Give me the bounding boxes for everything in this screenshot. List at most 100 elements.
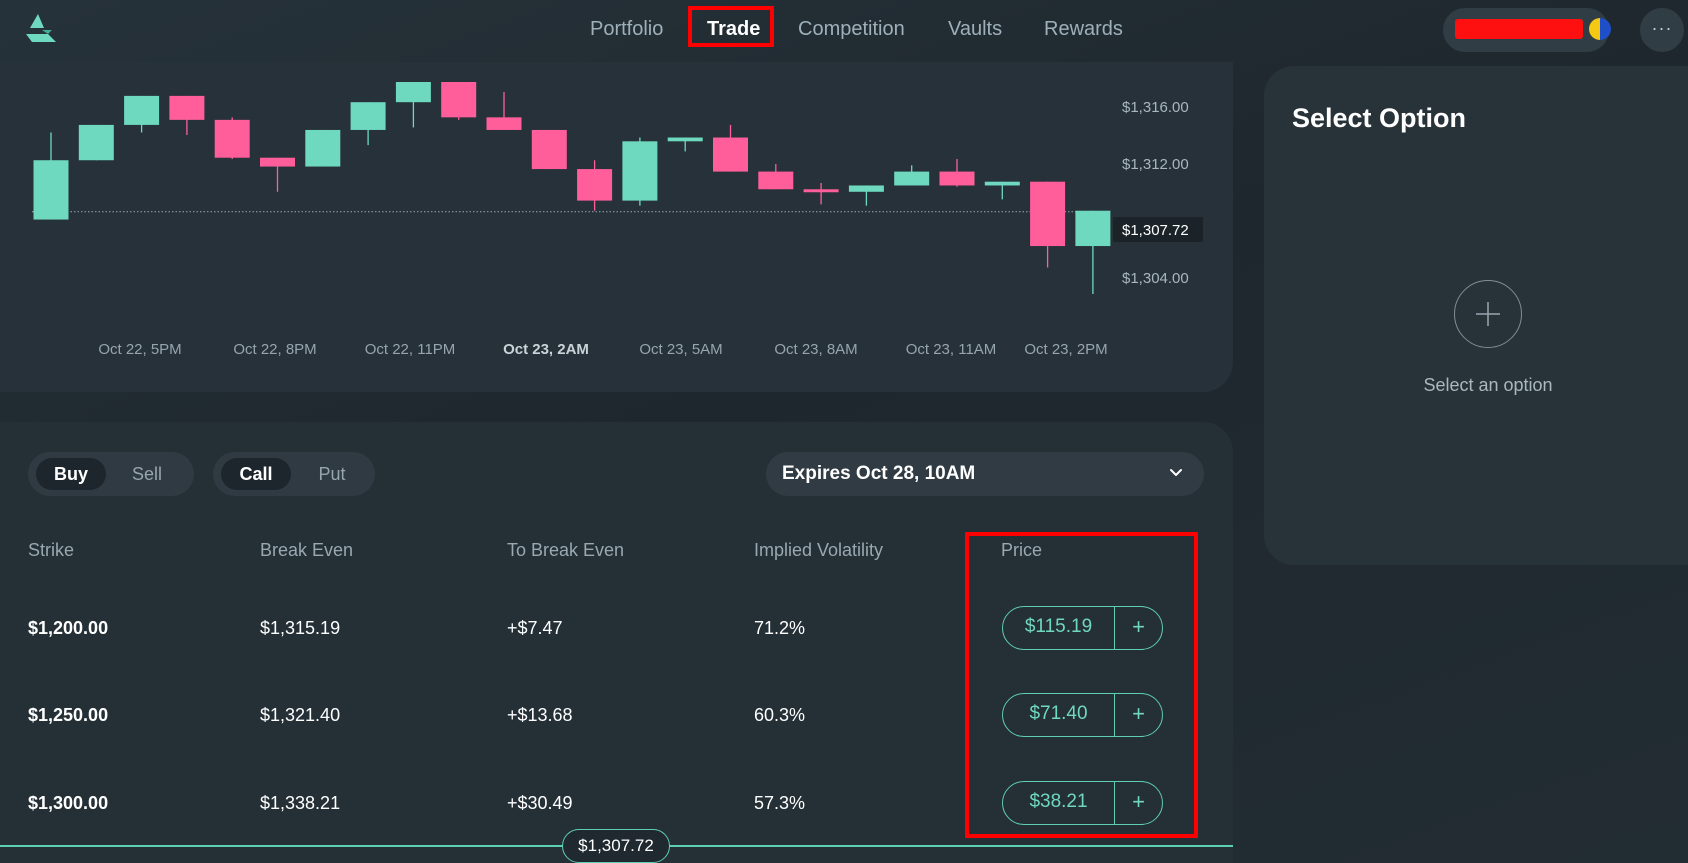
redacted-wallet-address bbox=[1455, 19, 1583, 39]
candle-body bbox=[260, 157, 295, 167]
candle-body bbox=[214, 119, 250, 158]
call-put-toggle: Call Put bbox=[213, 452, 375, 496]
price-button[interactable]: $38.21 + bbox=[1002, 781, 1163, 825]
candle[interactable] bbox=[395, 82, 431, 128]
candle[interactable] bbox=[305, 129, 341, 167]
candle-body bbox=[894, 171, 930, 186]
candle[interactable] bbox=[713, 124, 748, 172]
candle[interactable] bbox=[939, 158, 975, 187]
candle-body bbox=[803, 189, 839, 193]
candle-body bbox=[758, 171, 794, 190]
select-option-title: Select Option bbox=[1292, 103, 1467, 133]
candle[interactable] bbox=[260, 157, 295, 192]
y-tick-label: $1,304.00 bbox=[1122, 270, 1189, 287]
candle[interactable] bbox=[531, 129, 567, 170]
candle[interactable] bbox=[848, 185, 884, 206]
candle-body bbox=[305, 129, 341, 167]
call-toggle[interactable]: Call bbox=[221, 458, 291, 490]
select-option-hint: Select an option bbox=[1423, 375, 1553, 395]
candle[interactable] bbox=[350, 102, 386, 146]
implied-volatility-value: 71.2% bbox=[754, 618, 806, 638]
candle-body bbox=[124, 95, 160, 125]
nav-rewards[interactable]: Rewards bbox=[1044, 18, 1123, 40]
plus-icon[interactable]: + bbox=[1132, 701, 1145, 726]
candle[interactable] bbox=[78, 124, 114, 161]
implied-volatility-value: 57.3% bbox=[754, 793, 806, 813]
more-menu-button[interactable]: ··· bbox=[1640, 8, 1684, 52]
candle-body bbox=[939, 171, 975, 186]
candle-body bbox=[667, 137, 703, 142]
app-logo-icon[interactable] bbox=[26, 14, 62, 46]
plus-icon[interactable]: + bbox=[1132, 614, 1145, 639]
candle[interactable] bbox=[758, 164, 794, 190]
main-nav: Portfolio Trade Competition Vaults Rewar… bbox=[0, 0, 1688, 60]
column-break-even: Break Even bbox=[260, 540, 354, 560]
candle[interactable] bbox=[667, 137, 703, 152]
candle[interactable] bbox=[486, 92, 522, 130]
nav-competition[interactable]: Competition bbox=[798, 18, 905, 40]
price-button[interactable]: $115.19 + bbox=[1002, 606, 1163, 650]
candle-body bbox=[848, 185, 884, 192]
price-button[interactable]: $71.40 + bbox=[1002, 693, 1163, 737]
candle-body bbox=[350, 102, 386, 130]
wallet-button[interactable] bbox=[1443, 8, 1611, 52]
candle-body bbox=[441, 82, 477, 118]
x-tick-label: Oct 23, 2AM bbox=[503, 341, 589, 358]
candle[interactable] bbox=[984, 181, 1020, 200]
price-value: $71.40 bbox=[1003, 694, 1115, 736]
candle[interactable] bbox=[622, 137, 658, 206]
x-tick-label: Oct 23, 5AM bbox=[639, 341, 722, 358]
price-value: $115.19 bbox=[1003, 607, 1115, 649]
plus-circle-icon bbox=[1476, 302, 1500, 326]
to-break-even-value: +$13.68 bbox=[507, 705, 573, 725]
candle-body bbox=[486, 117, 522, 130]
candle[interactable] bbox=[803, 182, 839, 205]
add-option-button[interactable] bbox=[1454, 280, 1522, 348]
candle-body bbox=[622, 141, 658, 201]
candle-body bbox=[33, 160, 69, 220]
chevron-down-icon bbox=[1170, 469, 1182, 476]
x-tick-label: Oct 22, 5PM bbox=[98, 341, 181, 358]
sell-toggle[interactable]: Sell bbox=[131, 464, 162, 484]
candle[interactable] bbox=[124, 95, 160, 133]
break-even-value: $1,321.40 bbox=[260, 705, 341, 725]
price-chart-card: $1,316.00 $1,312.00 $1,304.00 $1,307.72 Oct … bbox=[0, 62, 1233, 392]
candle-body bbox=[984, 181, 1020, 186]
candle-body bbox=[713, 137, 748, 172]
to-break-even-value: +$30.49 bbox=[507, 793, 573, 813]
candle[interactable] bbox=[577, 160, 613, 211]
break-even-value: $1,338.21 bbox=[260, 793, 341, 813]
top-header: Portfolio Trade Competition Vaults Rewar… bbox=[0, 0, 1688, 60]
candle[interactable] bbox=[1075, 210, 1111, 294]
candle[interactable] bbox=[441, 82, 477, 120]
buy-toggle[interactable]: Buy bbox=[36, 458, 106, 490]
nav-vaults[interactable]: Vaults bbox=[948, 18, 1003, 40]
candle[interactable] bbox=[1030, 181, 1066, 268]
nav-portfolio[interactable]: Portfolio bbox=[590, 18, 664, 40]
candle-body bbox=[169, 95, 205, 120]
x-tick-label: Oct 23, 11AM bbox=[906, 341, 997, 358]
x-tick-label: Oct 22, 11PM bbox=[365, 341, 456, 358]
nav-trade[interactable]: Trade bbox=[707, 18, 761, 40]
candle[interactable] bbox=[214, 117, 250, 159]
to-break-even-value: +$7.47 bbox=[507, 618, 563, 638]
options-chain-card: Buy Sell Call Put Expires Oct 28, 10AM S… bbox=[0, 422, 1233, 863]
y-tick-label: $1,316.00 bbox=[1122, 99, 1189, 116]
buy-sell-toggle: Buy Sell bbox=[28, 452, 194, 496]
candle[interactable] bbox=[33, 132, 69, 220]
y-tick-label: $1,312.00 bbox=[1122, 156, 1189, 173]
put-toggle[interactable]: Put bbox=[318, 464, 346, 484]
candle[interactable] bbox=[894, 165, 930, 186]
current-price-tag bbox=[1113, 217, 1203, 242]
expiry-select[interactable]: Expires Oct 28, 10AM bbox=[766, 452, 1204, 496]
candle-body bbox=[78, 124, 114, 161]
x-tick-label: Oct 23, 2PM bbox=[1024, 341, 1107, 358]
break-even-value: $1,315.19 bbox=[260, 618, 341, 638]
candle[interactable] bbox=[169, 95, 205, 135]
candlestick-chart[interactable]: $1,316.00 $1,312.00 $1,304.00 $1,307.72 Oct … bbox=[0, 62, 1233, 392]
column-strike: Strike bbox=[28, 540, 75, 560]
plus-icon[interactable]: + bbox=[1132, 789, 1145, 814]
wallet-avatar bbox=[1589, 18, 1611, 40]
select-option-panel: Select Option Select an option bbox=[1264, 66, 1688, 565]
price-value: $38.21 bbox=[1003, 782, 1115, 824]
